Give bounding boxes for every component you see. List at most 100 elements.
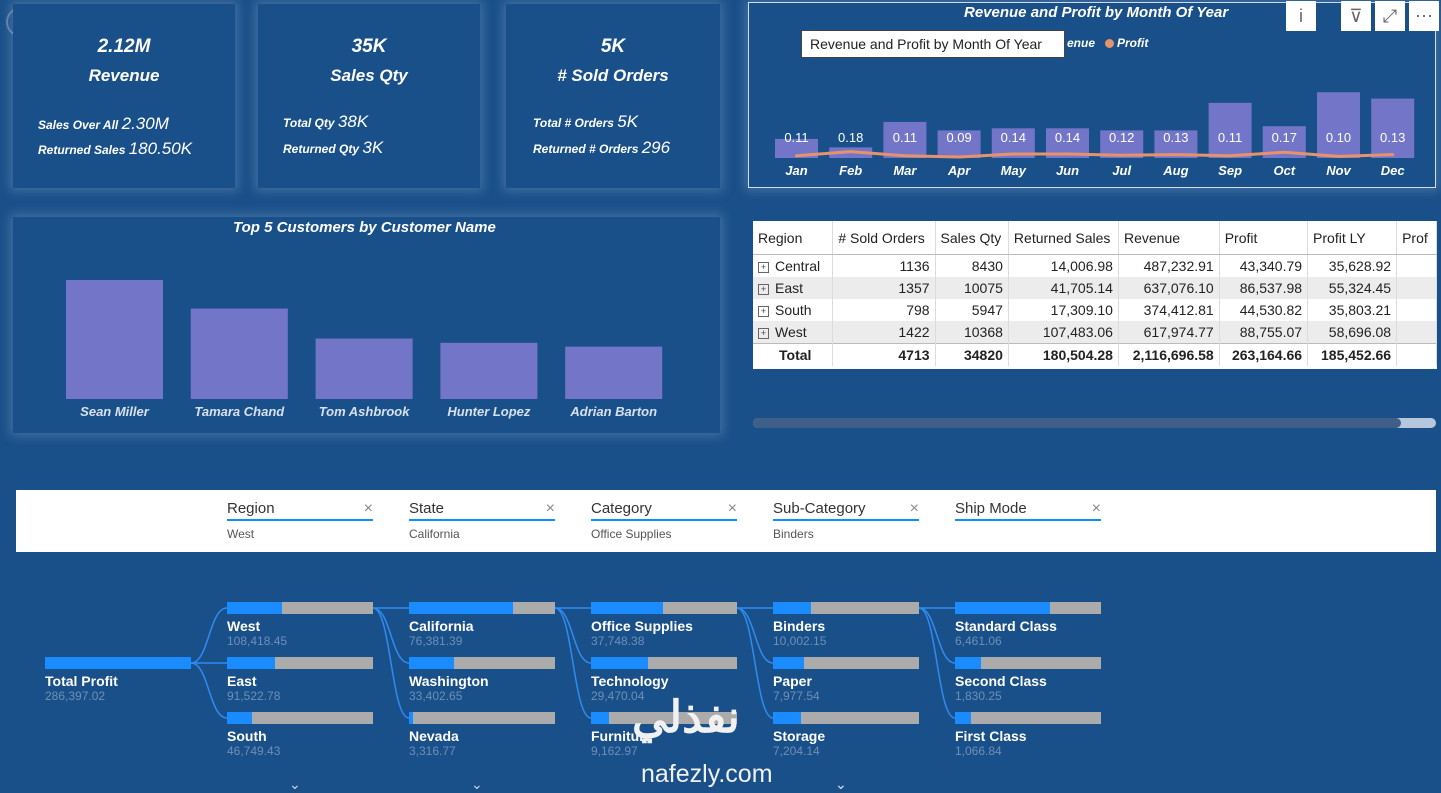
filter-state[interactable]: State × California (409, 500, 555, 541)
decomp-node[interactable]: Washington 33,402.65 (409, 657, 555, 703)
decomp-node[interactable]: South 46,749.43 (227, 712, 373, 758)
info-icon[interactable]: i (1286, 1, 1316, 31)
decomp-bar[interactable] (773, 657, 919, 669)
customer-bar[interactable] (440, 342, 538, 399)
col-header[interactable]: # Sold Orders (832, 221, 936, 255)
decomp-bar[interactable] (227, 712, 373, 724)
decomp-node[interactable]: Paper 7,977.54 (773, 657, 919, 703)
table-row[interactable]: + West 1422 10368 107,483.06 617,974.77 8… (753, 321, 1437, 344)
revenue-bar[interactable] (1317, 92, 1360, 158)
decomp-bar[interactable] (409, 657, 555, 669)
decomp-node[interactable]: Binders 10,002.15 (773, 602, 919, 648)
decomp-bar[interactable] (227, 657, 373, 669)
revenue-bar[interactable] (1208, 102, 1252, 158)
col-header[interactable]: Sales Qty (935, 221, 1009, 255)
decomp-node[interactable]: West 108,418.45 (227, 602, 373, 648)
table-row[interactable]: + East 1357 10075 41,705.14 637,076.10 86… (753, 277, 1437, 299)
expand-icon[interactable]: + (758, 283, 769, 295)
decomp-node[interactable]: East 91,522.78 (227, 657, 373, 703)
clear-filter-icon[interactable]: × (363, 500, 373, 517)
col-header[interactable]: Profit LY (1307, 221, 1398, 255)
region-cell[interactable]: + West (753, 321, 834, 344)
customer-bar[interactable] (565, 346, 663, 399)
decomp-node[interactable]: Standard Class 6,461.06 (955, 602, 1101, 648)
region-cell[interactable]: + East (753, 277, 834, 299)
decomp-node[interactable]: Storage 7,204.14 (773, 712, 919, 758)
month-chart-card[interactable]: Revenue and Profit by Month Of Year enue… (748, 2, 1436, 188)
decomp-bar-fill (227, 602, 283, 614)
decomp-bar-fill (45, 657, 191, 669)
expand-icon[interactable]: + (758, 327, 769, 339)
decomp-bar[interactable] (591, 602, 737, 614)
month-chart-plot[interactable]: 0.11 Jan 0.18 Feb 0.11 Mar 0.09 Apr 0.14 May 0.14 J… (749, 3, 1435, 187)
revenue-bar[interactable] (937, 130, 981, 158)
top-customers-card[interactable]: Top 5 Customers by Customer Name Sean Mi… (13, 217, 720, 433)
decomp-node-name: South (227, 728, 267, 744)
focus-mode-icon[interactable]: ⤢ (1375, 1, 1405, 31)
filter-ship-mode[interactable]: Ship Mode × (955, 500, 1101, 527)
x-tick-label: Jan (785, 163, 807, 178)
col-header[interactable]: Prof (1396, 221, 1437, 255)
filter-icon[interactable]: ⊽ (1341, 1, 1371, 31)
decomp-node[interactable]: Technology 29,470.04 (591, 657, 737, 703)
revenue-bar[interactable] (775, 138, 818, 158)
x-tick-label: Jun (1056, 163, 1079, 178)
col-header[interactable]: Region (753, 221, 834, 255)
decomp-bar[interactable] (591, 712, 737, 724)
table-row[interactable]: + Central 1136 8430 14,006.98 487,232.91 … (753, 254, 1437, 277)
col-header[interactable]: Profit (1219, 221, 1309, 255)
decomp-bar-fill (227, 657, 276, 669)
decomp-bar[interactable] (955, 657, 1101, 669)
customer-bar[interactable] (66, 280, 163, 399)
clear-filter-icon[interactable]: × (727, 500, 737, 517)
x-tick-label: Dec (1381, 163, 1406, 178)
total-cell: 263,164.66 (1219, 343, 1309, 366)
decomp-bar[interactable] (955, 602, 1101, 614)
decomp-bar[interactable] (773, 712, 919, 724)
decomp-bar[interactable] (227, 602, 373, 614)
region-cell[interactable]: + Central (753, 254, 834, 277)
decomp-bar[interactable] (773, 602, 919, 614)
decomp-bar[interactable] (409, 602, 555, 614)
decomp-node[interactable]: Second Class 1,830.25 (955, 657, 1101, 703)
decomp-node[interactable]: Nevada 3,316.77 (409, 712, 555, 758)
expand-icon[interactable]: + (758, 305, 769, 317)
table-row[interactable]: + South 798 5947 17,309.10 374,412.81 44,… (753, 299, 1437, 321)
region-cell[interactable]: + South (753, 299, 834, 321)
chevron-down-icon[interactable]: ⌄ (471, 776, 483, 792)
decomp-node[interactable]: Office Supplies 37,748.38 (591, 602, 737, 648)
decomp-node[interactable]: Total Profit 286,397.02 (45, 657, 191, 703)
profit-line[interactable] (795, 150, 1395, 159)
expand-icon[interactable]: + (758, 261, 769, 273)
clear-filter-icon[interactable]: × (909, 500, 919, 517)
data-label: 0.11 (1218, 130, 1242, 145)
chevron-down-icon[interactable]: ⌄ (835, 776, 847, 792)
table-horizontal-scrollbar[interactable] (753, 418, 1436, 428)
scrollbar-thumb[interactable] (753, 418, 1401, 428)
revenue-bar[interactable] (1371, 98, 1415, 158)
customer-bar[interactable] (315, 338, 413, 399)
filter-category[interactable]: Category × Office Supplies (591, 500, 737, 541)
customer-bar[interactable] (190, 308, 288, 399)
decomp-bar[interactable] (45, 657, 191, 669)
revenue-bar[interactable] (883, 121, 927, 158)
decomp-bar[interactable] (409, 712, 555, 724)
decomp-bar[interactable] (955, 712, 1101, 724)
decomp-bar[interactable] (591, 657, 737, 669)
decomp-bar-fill (955, 712, 972, 724)
chevron-down-icon[interactable]: ⌄ (289, 776, 301, 792)
more-options-icon[interactable]: ⋯ (1409, 1, 1439, 31)
decomp-node[interactable]: First Class 1,066.84 (955, 712, 1101, 758)
filter-region[interactable]: Region × West (227, 500, 373, 541)
chevron-down-icon[interactable]: ⌄ (835, 776, 847, 792)
decomp-node[interactable]: California 76,381.39 (409, 602, 555, 648)
col-header[interactable]: Revenue (1118, 221, 1220, 255)
col-header[interactable]: Returned Sales (1008, 221, 1119, 255)
decomp-bar-fill (409, 657, 455, 669)
region-matrix[interactable]: Region # Sold Orders Sales Qty Returned … (753, 221, 1437, 369)
top-customers-plot[interactable]: Sean Miller Tamara Chand Tom Ashbrook Hunte… (13, 217, 720, 433)
clear-filter-icon[interactable]: × (1091, 500, 1101, 517)
decomp-node[interactable]: Furniture 9,162.97 (591, 712, 737, 758)
clear-filter-icon[interactable]: × (545, 500, 555, 517)
filter-sub-category[interactable]: Sub-Category × Binders (773, 500, 919, 541)
